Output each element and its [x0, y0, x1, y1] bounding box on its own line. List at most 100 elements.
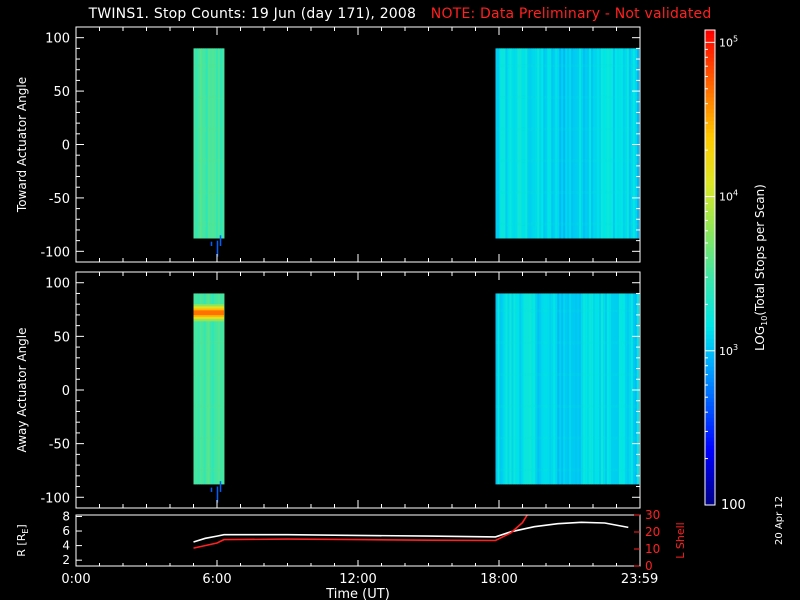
data-column [581, 293, 584, 485]
colorbar-segment [705, 37, 715, 43]
data-column [213, 293, 217, 485]
colorbar-segment [705, 212, 715, 217]
data-column [591, 48, 594, 239]
y-tick-label: 8 [62, 509, 70, 523]
colorbar-segment [705, 283, 715, 288]
colorbar-segment [705, 140, 715, 146]
data-column [601, 48, 604, 239]
colorbar-segment [705, 374, 715, 379]
colorbar-segment [705, 77, 715, 83]
data-column [573, 48, 576, 239]
data-column [197, 293, 201, 485]
data-column [193, 48, 196, 239]
data-column [555, 293, 558, 485]
colorbar-segment [705, 311, 715, 316]
colorbar-segment [705, 362, 715, 368]
data-column [591, 293, 594, 485]
data-column [203, 293, 207, 485]
data-column [523, 293, 526, 485]
right-tick-label: 0 [645, 559, 653, 573]
data-column [521, 48, 524, 239]
colorbar-segment [705, 410, 715, 415]
colorbar-segment [705, 346, 715, 352]
colorbar-segment [705, 453, 715, 459]
data-column [215, 48, 219, 239]
colorbar-segment [705, 81, 715, 87]
y-tick-label: 50 [53, 330, 70, 345]
title-note: NOTE: Data Preliminary - Not validated [430, 6, 712, 22]
data-column [222, 48, 225, 239]
data-column [207, 293, 211, 485]
data-column [525, 293, 528, 485]
data-column [199, 293, 203, 485]
data-column [616, 48, 620, 239]
colorbar-segment [705, 334, 715, 340]
data-column [587, 48, 590, 239]
colorbar-segment [705, 243, 715, 249]
data-column [599, 293, 602, 485]
colorbar-segment [705, 160, 715, 166]
colorbar-label: LOG10(Total Stops per Scan) [753, 184, 769, 351]
data-column [608, 293, 612, 485]
data-column [599, 48, 602, 239]
colorbar-segment [705, 223, 715, 229]
colorbar-segment [705, 57, 715, 63]
colorbar-segment [705, 176, 715, 182]
colorbar-segment [705, 402, 715, 407]
data-block [193, 48, 225, 239]
data-column [597, 293, 600, 485]
colorbar-segment [705, 172, 715, 178]
data-row-texture [193, 159, 225, 163]
colorbar-segment [705, 330, 715, 336]
data-column [614, 293, 618, 485]
data-column [205, 48, 209, 239]
colorbar-segment [705, 247, 715, 253]
colorbar-segment [705, 485, 715, 490]
data-column [517, 293, 520, 485]
data-row-texture [495, 373, 639, 377]
data-column [567, 293, 570, 485]
colorbar-segment [705, 267, 715, 273]
colorbar-segment [705, 497, 715, 502]
colorbar-segment [705, 469, 715, 474]
colorbar-segment [705, 326, 715, 332]
colorbar-segment [705, 398, 715, 403]
data-column [545, 48, 548, 239]
colorbar-segment [705, 73, 715, 79]
colorbar: 105 104 103 100 LOG10(Total Stops per Scan) [704, 29, 769, 513]
colorbar-segment [705, 69, 715, 75]
colorbar-segment [705, 216, 715, 221]
data-column [527, 293, 530, 485]
data-column [612, 48, 616, 239]
data-column [201, 48, 205, 239]
data-column [606, 48, 610, 239]
data-row-texture [495, 222, 639, 226]
data-column [517, 48, 520, 239]
colorbar-segment [705, 128, 715, 134]
colorbar-segment [705, 196, 715, 201]
data-column [507, 48, 510, 239]
data-column [497, 48, 500, 239]
title-main: TWINS1. Stop Counts: 19 Jun (day 171), 2… [88, 6, 417, 22]
data-row-texture [495, 64, 639, 68]
colorbar-segment [705, 180, 715, 185]
data-column [519, 293, 522, 485]
colorbar-segment [705, 295, 715, 300]
data-column [616, 293, 620, 485]
data-column [203, 48, 207, 239]
date-stamp: 20 Apr 12 [774, 495, 785, 545]
colorbar-segment [705, 200, 715, 205]
data-column [539, 48, 542, 239]
data-column [497, 293, 500, 485]
data-column [531, 48, 534, 239]
data-column [547, 293, 550, 485]
data-column [620, 293, 624, 485]
data-column [525, 48, 528, 239]
y-tick-label: 0 [62, 384, 70, 399]
data-column [217, 293, 221, 485]
colorbar-segment [705, 65, 715, 71]
data-column [585, 48, 588, 239]
data-row-texture [193, 373, 225, 377]
